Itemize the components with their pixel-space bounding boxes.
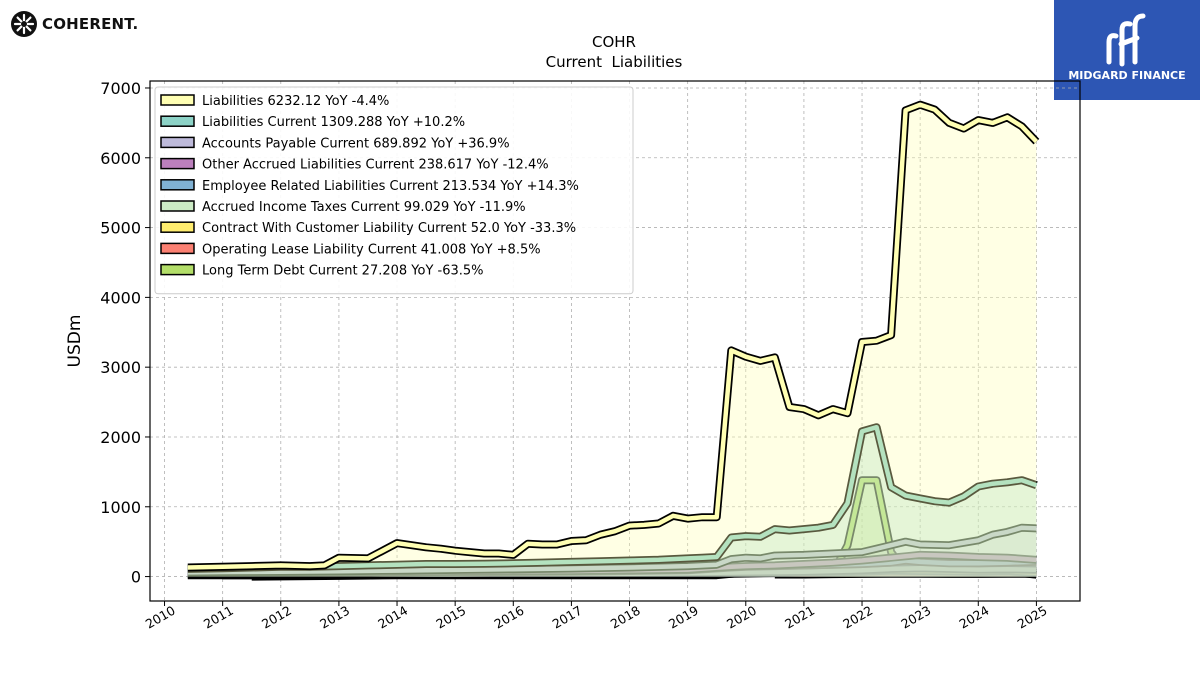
x-tick-label: 2014 bbox=[375, 603, 410, 632]
y-tick-label: 7000 bbox=[100, 79, 141, 98]
y-axis-label: USDm bbox=[65, 315, 85, 368]
chart-title: COHR bbox=[592, 33, 636, 51]
legend-swatch bbox=[160, 263, 195, 276]
x-tick-label: 2013 bbox=[317, 603, 352, 632]
legend-entry: Other Accrued Liabilities Current 238.61… bbox=[202, 158, 549, 173]
legend-swatch bbox=[160, 94, 195, 106]
x-tick-label: 2024 bbox=[957, 603, 992, 632]
x-tick-label: 2012 bbox=[259, 603, 294, 632]
legend-swatch bbox=[160, 200, 195, 212]
y-tick-label: 0 bbox=[131, 568, 141, 587]
series-layer bbox=[187, 100, 1040, 581]
x-tick-label: 2022 bbox=[840, 603, 875, 632]
x-tick-label: 2017 bbox=[550, 603, 585, 632]
legend: Liabilities 6232.12 YoY -4.4% Liabilities… bbox=[154, 86, 634, 295]
series-employee-related-liabilities-current-fill bbox=[187, 560, 1037, 577]
coherent-logo-text: COHERENT. bbox=[42, 15, 139, 33]
coherent-logo: COHERENT. bbox=[10, 10, 138, 38]
legend-entry: Contract With Customer Liability Current… bbox=[202, 221, 576, 236]
x-tick-label: 2019 bbox=[666, 603, 701, 632]
x-tick-label: 2018 bbox=[608, 603, 643, 632]
series-accounts-payable-current-line bbox=[187, 525, 1037, 575]
y-tick-label: 1000 bbox=[100, 498, 141, 517]
series-long-term-debt-current-fill bbox=[251, 480, 1037, 577]
y-tick-label: 2000 bbox=[100, 428, 141, 447]
legend-swatch bbox=[160, 115, 195, 127]
legend-swatch bbox=[160, 157, 195, 170]
legend-swatch bbox=[160, 221, 195, 233]
plot-frame bbox=[149, 80, 1081, 602]
y-tick-label: 4000 bbox=[100, 288, 141, 307]
x-tick-label: 2025 bbox=[1015, 603, 1050, 632]
y-tick-label: 3000 bbox=[100, 358, 141, 377]
x-tick-label: 2011 bbox=[201, 603, 236, 632]
legend-swatch bbox=[160, 179, 195, 191]
series-accounts-payable-current-fill bbox=[187, 527, 1037, 577]
series-liabilities-line bbox=[187, 102, 1039, 570]
series-liabilities-current-fill bbox=[187, 427, 1037, 577]
legend-entry: Operating Lease Liability Current 41.008… bbox=[202, 242, 541, 257]
x-tick-label: 2015 bbox=[433, 603, 468, 632]
midgard-finance-text: MIDGARD FINANCE bbox=[1068, 69, 1186, 82]
series-liabilities-current-line bbox=[187, 424, 1038, 572]
legend-entry: Accrued Income Taxes Current 99.029 YoY … bbox=[202, 200, 526, 215]
series-other-accrued-liabilities-current-fill bbox=[187, 554, 1037, 577]
legend-entry: Liabilities 6232.12 YoY -4.4% bbox=[202, 94, 389, 109]
x-tick-label: 2010 bbox=[143, 603, 178, 632]
x-tick-label: 2021 bbox=[782, 603, 817, 632]
legend-swatch bbox=[160, 242, 195, 255]
legend-entry: Employee Related Liabilities Current 213… bbox=[202, 179, 579, 194]
legend-entry: Long Term Debt Current 27.208 YoY -63.5% bbox=[202, 264, 484, 279]
legend-entry: Liabilities Current 1309.288 YoY +10.2% bbox=[202, 115, 465, 130]
midgard-finance-logo-icon bbox=[1106, 13, 1146, 67]
legend-swatch bbox=[160, 136, 195, 149]
chart-subtitle: Current Liabilities bbox=[546, 53, 683, 71]
x-tick-label: 2023 bbox=[898, 603, 933, 632]
x-tick-label: 2016 bbox=[492, 603, 527, 632]
y-tick-label: 6000 bbox=[100, 149, 141, 168]
x-tick-label: 2020 bbox=[724, 603, 759, 632]
legend-box bbox=[154, 86, 634, 295]
coherent-logo-icon bbox=[11, 11, 37, 37]
series-liabilities-fill bbox=[187, 104, 1037, 577]
y-tick-label: 5000 bbox=[100, 219, 141, 238]
midgard-finance-badge: MIDGARD FINANCE bbox=[1054, 0, 1200, 100]
legend-entry: Accounts Payable Current 689.892 YoY +36… bbox=[202, 136, 510, 151]
